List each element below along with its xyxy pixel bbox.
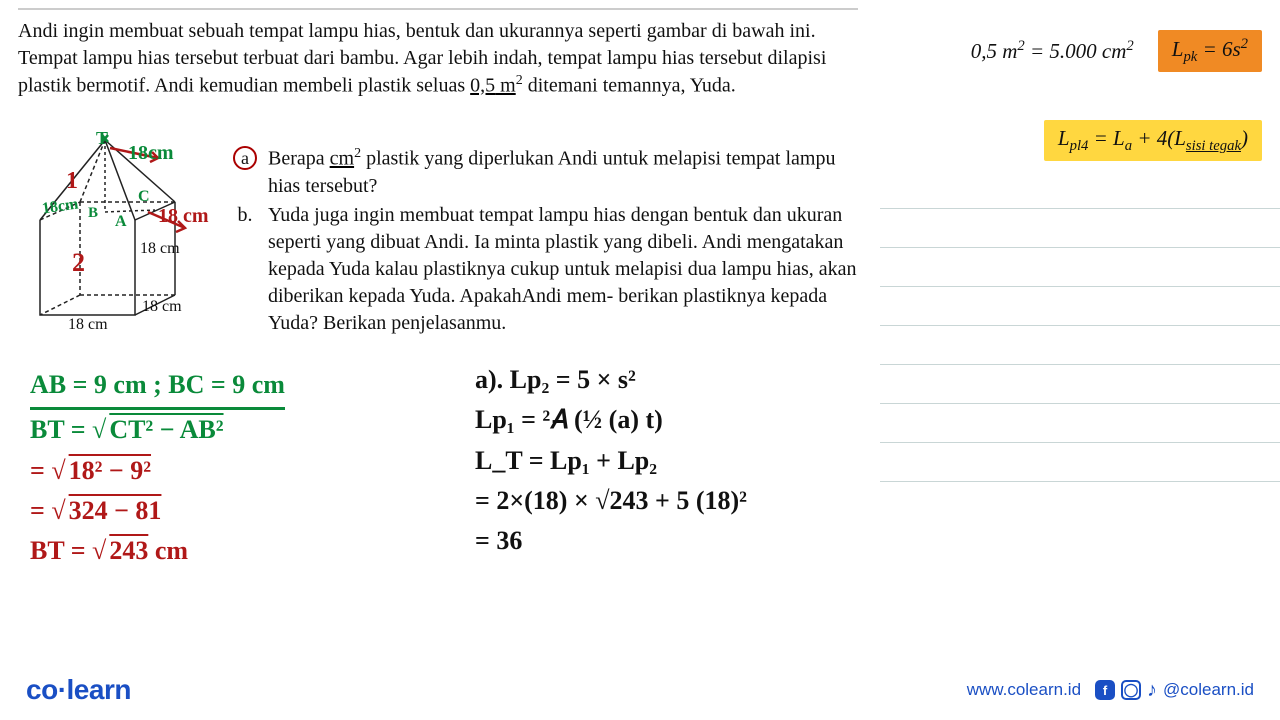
q-a-unit: cm — [330, 148, 354, 170]
q-b-label: b. — [232, 202, 258, 337]
social-icons: f ◯ ♪ @colearn.id — [1095, 679, 1254, 702]
wr-2: Lp₁ = ²𝐴̶ (½ (a) t) — [475, 400, 747, 440]
wl-5b: 243 — [106, 536, 148, 565]
wl-2b: CT² − AB² — [106, 415, 223, 444]
logo-learn: learn — [67, 674, 131, 705]
cube-front — [40, 220, 135, 315]
wl-5a: BT = — [30, 536, 92, 565]
tiktok-icon: ♪ — [1147, 679, 1157, 702]
conversion-eq: 0,5 m2 = 5.000 cm2 — [971, 38, 1134, 64]
label-C: C — [138, 188, 150, 206]
label-B: B — [88, 205, 98, 222]
wr-5: = 36 — [475, 521, 747, 561]
annot-18cm-green: 18cm — [128, 142, 174, 165]
social-handle: @colearn.id — [1163, 680, 1254, 700]
f1sub: pk — [1183, 49, 1197, 65]
dim-depth: 18 cm — [142, 298, 182, 316]
area-value: 0,5 — [470, 75, 495, 97]
logo-co: co — [26, 674, 58, 705]
work-left: AB = 9 cm ; BC = 9 cm BT = √CT² − AB² = … — [30, 365, 285, 571]
footer-url: www.colearn.id — [967, 680, 1081, 700]
work-right: a). Lp₂ = 5 × s² Lp₁ = ²𝐴̶ (½ (a) t) L_T… — [475, 360, 747, 561]
annot-18cm-red: 18 cm — [158, 205, 209, 228]
colearn-logo: co·learn — [26, 674, 131, 706]
conv-lhs: 0,5 m — [971, 39, 1018, 63]
footer: co·learn www.colearn.id f ◯ ♪ @colearn.i… — [0, 674, 1280, 706]
top-rule — [18, 8, 858, 10]
wl-3b: 18² − 9² — [66, 456, 151, 485]
f2s2: a — [1125, 138, 1132, 154]
wl-4b: 324 − 81 — [66, 496, 162, 525]
label-T: T — [96, 128, 108, 149]
right-column: 0,5 m2 = 5.000 cm2 Lpk = 6s2 Lpl4 = La +… — [882, 30, 1262, 161]
conv-rhs: = 5.000 cm — [1025, 39, 1127, 63]
notebook-bg — [880, 170, 1280, 490]
problem-text-c: ditemani temannya, Yuda. — [523, 75, 736, 97]
q-a-text: Berapa cm2 plastik yang diperlukan Andi … — [268, 145, 857, 200]
annot-cube-2: 2 — [72, 248, 85, 278]
wl-2a: BT = — [30, 415, 92, 444]
f1b: = 6s — [1197, 37, 1240, 61]
dim-base: 18 cm — [68, 316, 108, 334]
q-a-1: Berapa — [268, 148, 330, 170]
instagram-icon: ◯ — [1121, 680, 1141, 700]
f2a: L — [1058, 126, 1070, 150]
problem-paragraph: Andi ingin membuat sebuah tempat lampu h… — [18, 18, 858, 100]
lamp-diagram: T 18cm 1 18cm C A B 18 cm 2 18 cm 18 cm … — [10, 130, 225, 340]
wr-1: a). Lp₂ = 5 × s² — [475, 360, 747, 400]
q-b-text: Yuda juga ingin membuat tempat lampu hia… — [268, 202, 857, 337]
wr-4: = 2×(18) × √243 + 5 (18)² — [475, 481, 747, 521]
facebook-icon: f — [1095, 680, 1115, 700]
f2d: ) — [1241, 126, 1248, 150]
formula-cube-surface: Lpk = 6s2 — [1158, 30, 1262, 72]
wr-3: L_T = Lp₁ + Lp₂ — [475, 441, 747, 481]
f1a: L — [1172, 37, 1184, 61]
question-list: a Berapa cm2 plastik yang diperlukan And… — [232, 145, 857, 339]
f2c: + 4(L — [1132, 126, 1186, 150]
area-unit-m: m — [495, 75, 516, 97]
annot-pyramid-1: 1 — [66, 168, 78, 195]
formula-pyramid-surface: Lpl4 = La + 4(Lsisi tegak) — [1044, 120, 1262, 161]
q-a-label: a — [233, 146, 257, 170]
dim-right: 18 cm — [140, 240, 180, 258]
f2s3: sisi tegak — [1186, 138, 1241, 154]
label-A: A — [115, 213, 127, 231]
f2b: = L — [1088, 126, 1124, 150]
f2s1: pl4 — [1070, 138, 1089, 154]
wl-4a: = — [30, 496, 51, 525]
wl-3a: = — [30, 456, 51, 485]
wl-5c: cm — [148, 536, 188, 565]
wl-1: AB = 9 cm ; BC = 9 cm — [30, 365, 285, 410]
